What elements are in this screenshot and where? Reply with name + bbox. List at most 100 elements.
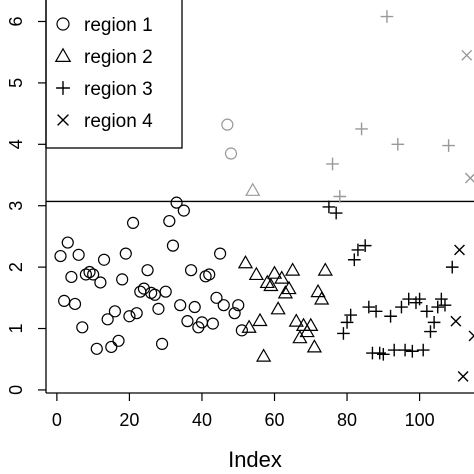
y-tick-label: 6 <box>6 16 26 26</box>
series-region-2 <box>237 182 333 362</box>
data-point <box>369 305 383 318</box>
data-point <box>351 243 365 257</box>
data-point <box>130 307 143 320</box>
x-axis-label: Index <box>228 447 282 472</box>
data-point <box>402 292 416 306</box>
data-point <box>83 265 96 279</box>
data-point <box>97 253 111 266</box>
data-point <box>435 292 448 306</box>
data-point <box>314 291 330 305</box>
data-point <box>468 330 474 342</box>
data-point <box>303 317 319 332</box>
series-region-4 <box>450 49 474 382</box>
legend-label: region 2 <box>84 47 153 68</box>
data-point <box>263 277 279 292</box>
data-point <box>445 260 459 274</box>
data-point <box>391 137 405 151</box>
data-point <box>427 316 441 329</box>
data-point <box>285 262 301 276</box>
data-point <box>409 296 423 310</box>
data-point <box>210 291 223 304</box>
legend-marker <box>57 114 69 126</box>
data-point <box>464 172 474 184</box>
data-point <box>184 264 198 277</box>
data-point <box>237 255 254 269</box>
series-region-3 <box>322 10 459 361</box>
data-point <box>79 268 92 281</box>
legend-label: region 4 <box>84 111 153 132</box>
data-point <box>438 298 452 312</box>
data-point <box>288 313 304 327</box>
data-point <box>68 297 82 311</box>
data-point <box>116 273 129 286</box>
data-point <box>72 248 85 261</box>
data-point <box>457 370 469 382</box>
data-point <box>217 299 230 312</box>
data-point <box>141 264 154 277</box>
data-point <box>163 214 176 228</box>
data-point <box>398 343 412 357</box>
data-point <box>413 292 426 306</box>
data-point <box>101 313 114 326</box>
data-point <box>54 249 67 263</box>
data-point <box>306 339 323 353</box>
data-point <box>137 282 151 295</box>
y-tick-label: 5 <box>6 78 26 88</box>
data-point <box>329 206 343 220</box>
data-points <box>54 10 474 382</box>
data-point <box>221 118 234 131</box>
data-point <box>87 268 100 281</box>
x-tick-label: 80 <box>337 410 357 430</box>
y-tick-label: 0 <box>6 385 26 395</box>
data-point <box>203 268 216 281</box>
data-point <box>126 216 140 230</box>
data-point <box>333 190 347 203</box>
data-point <box>376 347 390 361</box>
data-point <box>406 344 419 358</box>
legend-marker <box>54 47 72 63</box>
data-point <box>245 182 261 196</box>
data-point <box>395 300 408 314</box>
data-point <box>224 147 238 160</box>
data-point <box>228 307 241 320</box>
data-point <box>232 299 245 312</box>
x-tick-label: 100 <box>405 410 435 430</box>
x-tick-label: 40 <box>192 410 212 430</box>
data-point <box>123 310 136 323</box>
data-point <box>416 343 430 357</box>
data-point <box>206 317 219 330</box>
data-point <box>152 302 165 315</box>
data-point <box>424 325 437 338</box>
data-point <box>170 196 183 209</box>
data-point <box>431 300 445 314</box>
data-point <box>326 157 339 171</box>
data-point <box>259 274 275 289</box>
data-point <box>340 316 354 329</box>
data-point <box>373 346 387 360</box>
data-point <box>235 324 248 337</box>
legend-marker <box>56 17 70 31</box>
data-point <box>94 276 107 289</box>
data-point <box>355 122 368 136</box>
data-point <box>384 309 397 323</box>
x-tick-label: 20 <box>119 410 139 430</box>
data-point <box>248 266 265 281</box>
data-point <box>166 239 180 252</box>
data-point <box>241 319 257 333</box>
data-point <box>454 244 465 256</box>
data-point <box>442 139 455 152</box>
x-tick-label: 0 <box>52 410 62 430</box>
data-point <box>155 337 169 350</box>
data-point <box>337 327 350 340</box>
data-point <box>362 300 376 314</box>
y-tick-label: 3 <box>6 201 26 211</box>
y-tick-label: 4 <box>6 139 26 149</box>
data-point <box>177 204 190 217</box>
data-point <box>322 200 336 214</box>
data-point <box>277 285 294 299</box>
data-point <box>65 270 78 284</box>
data-point <box>134 285 147 298</box>
data-point <box>270 301 286 315</box>
data-point <box>148 288 161 301</box>
